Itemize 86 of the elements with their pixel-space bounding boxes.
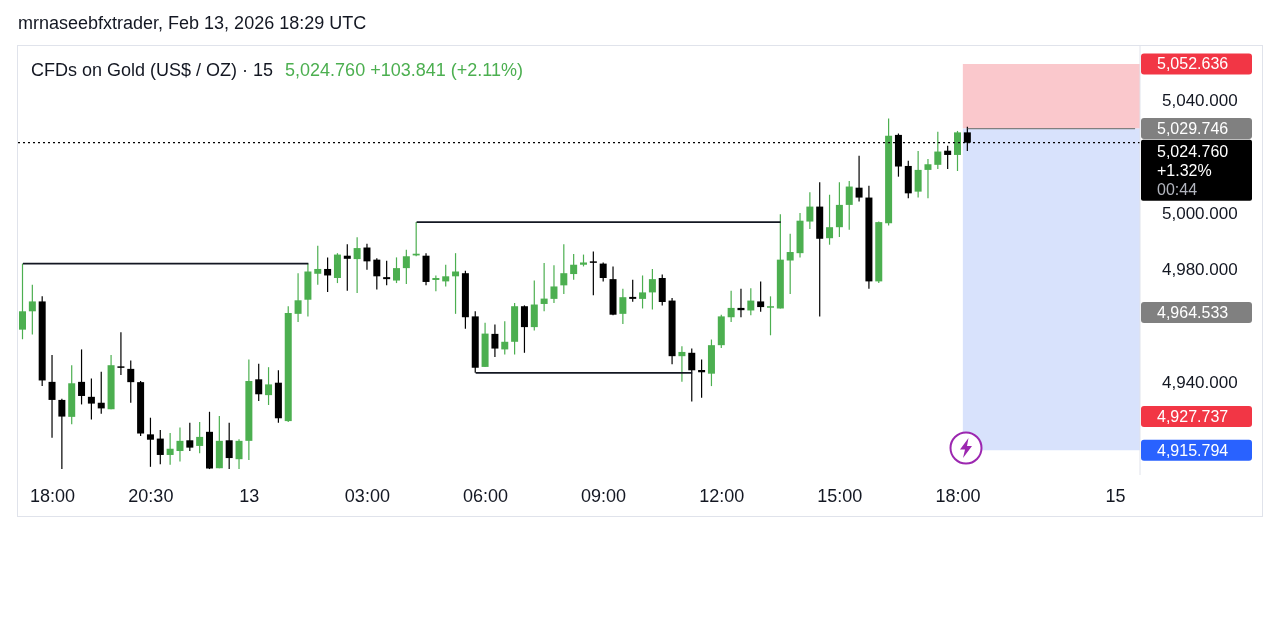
candlestick (265, 366, 273, 406)
candlestick (924, 158, 932, 199)
candlestick (619, 288, 627, 325)
candlestick (934, 131, 942, 170)
candlestick (806, 191, 814, 230)
y-tick-label: 4,940.000 (1162, 372, 1238, 392)
candlestick (127, 359, 135, 404)
band-label: 5,052.636 (1157, 55, 1229, 73)
text: mrnaseebfxtrader, Feb 13, 2026 18:29 UTC (18, 13, 367, 34)
candlestick (78, 348, 86, 406)
candlestick (353, 236, 361, 294)
candlestick (87, 377, 95, 420)
x-tick-label: 06:00 (462, 485, 509, 506)
candlestick (176, 426, 184, 463)
candlestick (442, 264, 450, 288)
candlestick (343, 243, 351, 292)
candlestick (570, 253, 578, 281)
x-tick-label: 20:30 (128, 485, 174, 506)
candlestick (530, 279, 538, 332)
candlestick (166, 432, 174, 466)
text: 5,024.760 +103.841 (+2.11%) (285, 60, 523, 80)
candlestick (333, 252, 341, 284)
x-tick-label: 03:00 (344, 485, 390, 506)
candlestick (954, 130, 961, 172)
candlestick (48, 354, 56, 439)
text: 4,964.533 (1141, 302, 1252, 324)
candlestick (363, 243, 371, 271)
text: 4,927.737 (1141, 406, 1252, 427)
candlestick (491, 323, 499, 358)
candlestick (826, 194, 834, 246)
candlestick (58, 398, 66, 470)
y-tick-label: 5,000.000 (1162, 203, 1238, 223)
candlestick (402, 249, 410, 285)
candlestick (324, 256, 332, 293)
candlestick (383, 260, 391, 286)
candlestick (855, 155, 863, 203)
candlestick (688, 347, 696, 403)
candlestick (629, 279, 637, 303)
x-tick-label: 18:00 (935, 485, 981, 506)
candlestick (786, 233, 794, 295)
x-tick-label: 12:00 (699, 485, 745, 506)
candlestick (225, 422, 233, 470)
candlestick (747, 287, 755, 316)
candlestick (520, 304, 528, 354)
candlestick (314, 245, 322, 286)
x-tick-label: 09:00 (581, 485, 627, 506)
candlestick (767, 295, 774, 336)
candlestick (117, 331, 125, 376)
candlestick (196, 421, 204, 454)
x-tick-label: 15:00 (817, 485, 863, 506)
candlestick (373, 257, 381, 291)
band-label: 4,915.794 (1157, 441, 1229, 459)
x-tick-label: 13 (239, 485, 260, 506)
x-tick-label: 15 (1105, 485, 1126, 506)
candlestick (944, 145, 952, 170)
candlestick (639, 274, 647, 310)
candlestick (19, 263, 26, 340)
candlestick (560, 243, 568, 295)
candlestick (235, 438, 243, 470)
candlestick (648, 268, 656, 311)
candlestick (432, 274, 440, 292)
candlestick (914, 150, 922, 199)
candlestick (540, 262, 548, 312)
candlestick (156, 429, 164, 465)
candlestick (255, 363, 263, 402)
candlestick (186, 422, 194, 452)
candlestick (727, 290, 735, 323)
candlestick (757, 280, 765, 313)
ref-line-label: 5,024.760 +1.32% 00:44 (1157, 142, 1229, 198)
y-tick-label: 4,980.000 (1162, 260, 1238, 279)
text: CFDs on Gold (US$ / OZ) · 15 (31, 60, 274, 80)
candlestick (845, 180, 853, 231)
x-tick-label: 18:00 (29, 485, 75, 506)
candlestick (550, 264, 558, 304)
candlestick (589, 250, 597, 296)
candlestick (658, 274, 666, 306)
candlestick (678, 345, 686, 383)
candlestick (835, 181, 843, 238)
candlestick (28, 284, 36, 336)
candlestick (501, 320, 509, 356)
candlestick (599, 261, 607, 282)
candlestick (294, 272, 302, 323)
ref-line-label: 5,029.746 (1157, 120, 1229, 138)
candlestick (393, 256, 400, 284)
candlestick (146, 417, 154, 468)
y-tick-label: 5,040.000 (1162, 90, 1238, 110)
